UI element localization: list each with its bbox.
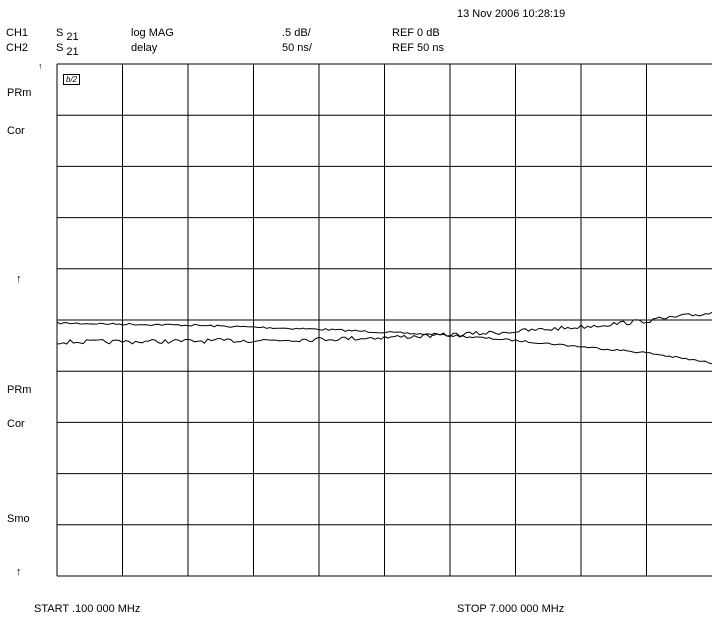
datetime: 13 Nov 2006 10:28:19 <box>457 8 566 20</box>
ch2-param: S <box>56 42 64 54</box>
ch1-prm-annotation: PRm <box>7 87 32 99</box>
marker-box-icon: b/2 <box>63 74 81 85</box>
ch1-cor-annotation: Cor <box>7 125 25 137</box>
ch1-ref-position-arrow: ↑ <box>16 273 22 285</box>
ch2-format: delay <box>131 42 158 54</box>
ch1-parameter: S 21 <box>56 27 79 43</box>
ch2-smo-annotation: Smo <box>7 513 30 525</box>
traces <box>56 311 712 365</box>
start-frequency: START .100 000 MHz <box>34 603 141 615</box>
ch2-ref-position-arrow: ↑ <box>16 566 22 578</box>
ch1-param: S <box>56 27 64 39</box>
ch2-parameter: S 21 <box>56 42 79 58</box>
ch2-label: CH2 <box>6 42 29 54</box>
ch2-prm-annotation: PRm <box>7 384 32 396</box>
ref-marker-ch1: ↑ <box>38 61 43 71</box>
ch1-label: CH1 <box>6 27 29 39</box>
ch2-cor-annotation: Cor <box>7 418 25 430</box>
graticule <box>56 63 712 577</box>
ch1-scale: .5 dB/ <box>282 27 311 39</box>
ch2-param-sub: 21 <box>66 46 79 58</box>
ch2-reference: REF 50 ns <box>392 42 444 54</box>
ch1-format: log MAG <box>131 27 174 39</box>
ch1-param-sub: 21 <box>66 31 79 43</box>
ch2-trace <box>56 311 712 345</box>
ch1-trace <box>56 321 712 365</box>
ch1-reference: REF 0 dB <box>392 27 440 39</box>
ch2-scale: 50 ns/ <box>282 42 312 54</box>
stop-frequency: STOP 7.000 000 MHz <box>457 603 565 615</box>
